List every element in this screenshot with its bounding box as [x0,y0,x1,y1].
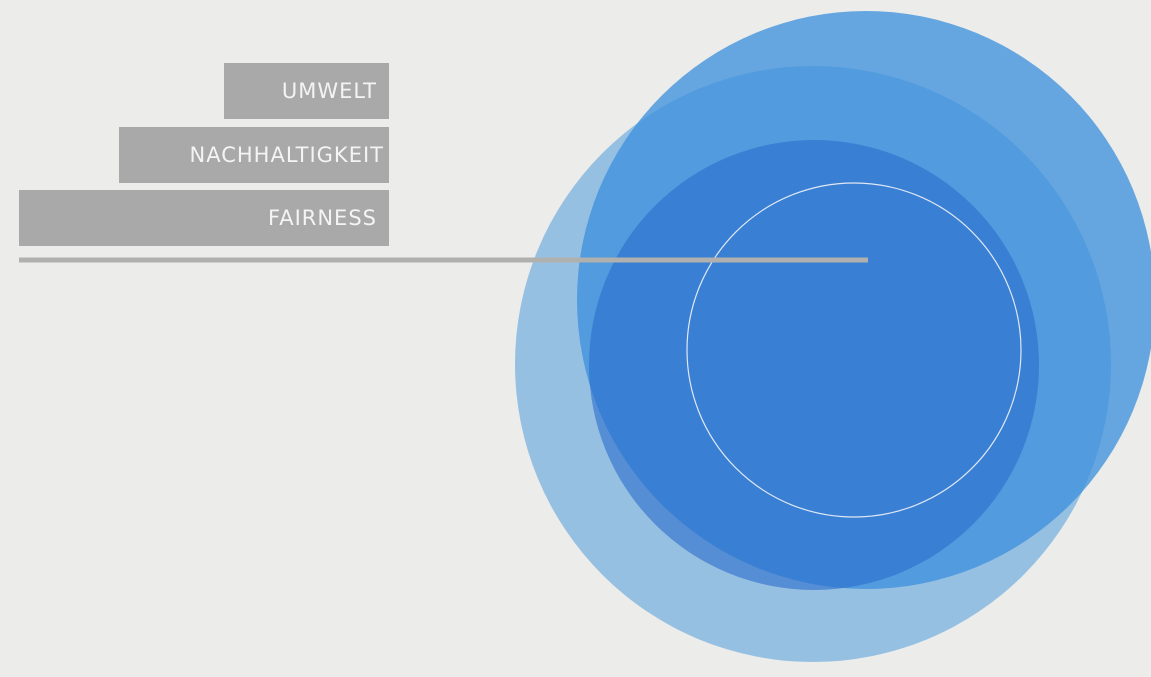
label: NACHHALTIGKEIT [190,143,384,167]
page: UMWELT NACHHALTIGKEIT FAIRNESS (() => { … [0,0,1151,677]
label: FAIRNESS [268,206,377,230]
circle-dark [589,140,1039,590]
label: UMWELT [282,79,377,103]
graphic: UMWELT NACHHALTIGKEIT FAIRNESS [0,0,1151,677]
